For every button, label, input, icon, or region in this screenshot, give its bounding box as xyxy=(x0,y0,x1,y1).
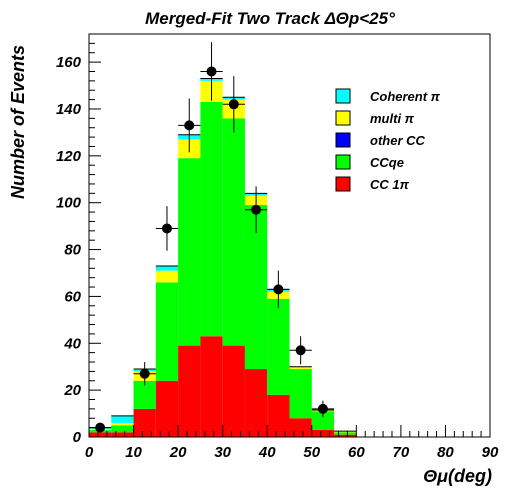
bar-segment xyxy=(311,411,335,430)
bar-segment xyxy=(89,432,112,437)
chart-title: Merged-Fit Two Track ΔΘp<25° xyxy=(145,9,395,28)
x-tick-label: 30 xyxy=(214,444,231,461)
x-axis-label: Θμ(deg) xyxy=(423,466,492,486)
bar-segment xyxy=(133,408,156,437)
bar-segment xyxy=(178,345,201,437)
data-point xyxy=(184,120,195,131)
bar-segment xyxy=(111,422,134,426)
bar-segment xyxy=(334,432,357,435)
data-point xyxy=(295,345,306,356)
x-tick-label: 10 xyxy=(125,444,142,461)
y-axis-ticks: 0 20 40 60 80 100 120 140 160 xyxy=(56,33,101,446)
legend-label: other CC xyxy=(370,133,426,148)
bar-segment xyxy=(111,425,134,433)
bar-segment xyxy=(155,380,179,437)
bar-segment xyxy=(200,336,223,437)
x-tick-label: 90 xyxy=(482,444,499,461)
legend-label: Coherent π xyxy=(370,89,441,104)
legend-swatch xyxy=(335,110,351,126)
bar-segment xyxy=(289,418,312,437)
x-tick-label: 70 xyxy=(393,444,410,461)
bar-segment xyxy=(155,265,179,271)
x-axis-ticks: 0 10 20 30 40 50 60 70 80 90 xyxy=(85,425,499,461)
legend-label: CCqe xyxy=(370,155,404,170)
bar-segment xyxy=(111,415,134,423)
data-points xyxy=(89,42,335,433)
legend-label: multi π xyxy=(370,111,415,126)
bar-segment xyxy=(111,432,134,437)
bar-segment xyxy=(200,101,223,337)
y-tick-label: 120 xyxy=(56,148,82,165)
x-tick-label: 50 xyxy=(303,444,320,461)
data-point xyxy=(206,66,217,77)
legend-label: CC 1π xyxy=(370,177,410,192)
y-tick-label: 140 xyxy=(56,101,82,118)
data-point xyxy=(95,422,106,433)
bar-segment xyxy=(178,158,201,346)
y-tick-label: 20 xyxy=(63,382,81,399)
legend-swatch xyxy=(335,176,351,192)
data-point xyxy=(273,284,284,295)
x-tick-label: 40 xyxy=(258,444,276,461)
bar-segment xyxy=(334,431,357,433)
bar-segment xyxy=(222,345,245,437)
bar-segment xyxy=(222,118,245,346)
data-point xyxy=(317,403,328,414)
legend-swatch xyxy=(335,88,351,104)
bar-segment xyxy=(155,282,179,381)
x-tick-label: 60 xyxy=(348,444,365,461)
bar-segment xyxy=(155,270,179,283)
legend-swatch xyxy=(335,154,351,170)
data-point xyxy=(228,99,239,110)
x-tick-label: 0 xyxy=(85,444,94,461)
y-tick-label: 0 xyxy=(73,429,82,446)
y-tick-label: 60 xyxy=(64,288,81,305)
bar-segment xyxy=(244,369,268,437)
bar-segment xyxy=(267,394,290,437)
y-tick-label: 160 xyxy=(56,54,82,71)
bar-segment xyxy=(133,380,156,409)
data-point xyxy=(139,368,150,379)
y-tick-label: 100 xyxy=(56,195,82,212)
bar-segment xyxy=(244,205,268,370)
data-point xyxy=(161,223,172,234)
plot-border xyxy=(88,33,491,438)
plot-frame xyxy=(88,33,491,438)
stacked-bars xyxy=(89,78,357,437)
bar-segment xyxy=(289,369,312,419)
bar-segment xyxy=(289,366,312,370)
legend-swatch xyxy=(335,132,351,148)
x-tick-label: 20 xyxy=(169,444,187,461)
bar-segment xyxy=(311,429,335,437)
y-axis-label: Number of Events xyxy=(8,45,28,199)
y-tick-label: 40 xyxy=(63,335,81,352)
data-point xyxy=(251,204,262,215)
legend: Coherent π multi π other CC CCqe CC 1π xyxy=(335,88,441,192)
bar-segment xyxy=(267,298,290,395)
x-tick-label: 80 xyxy=(437,444,454,461)
y-tick-label: 80 xyxy=(64,242,81,259)
bar-segment xyxy=(334,434,357,437)
